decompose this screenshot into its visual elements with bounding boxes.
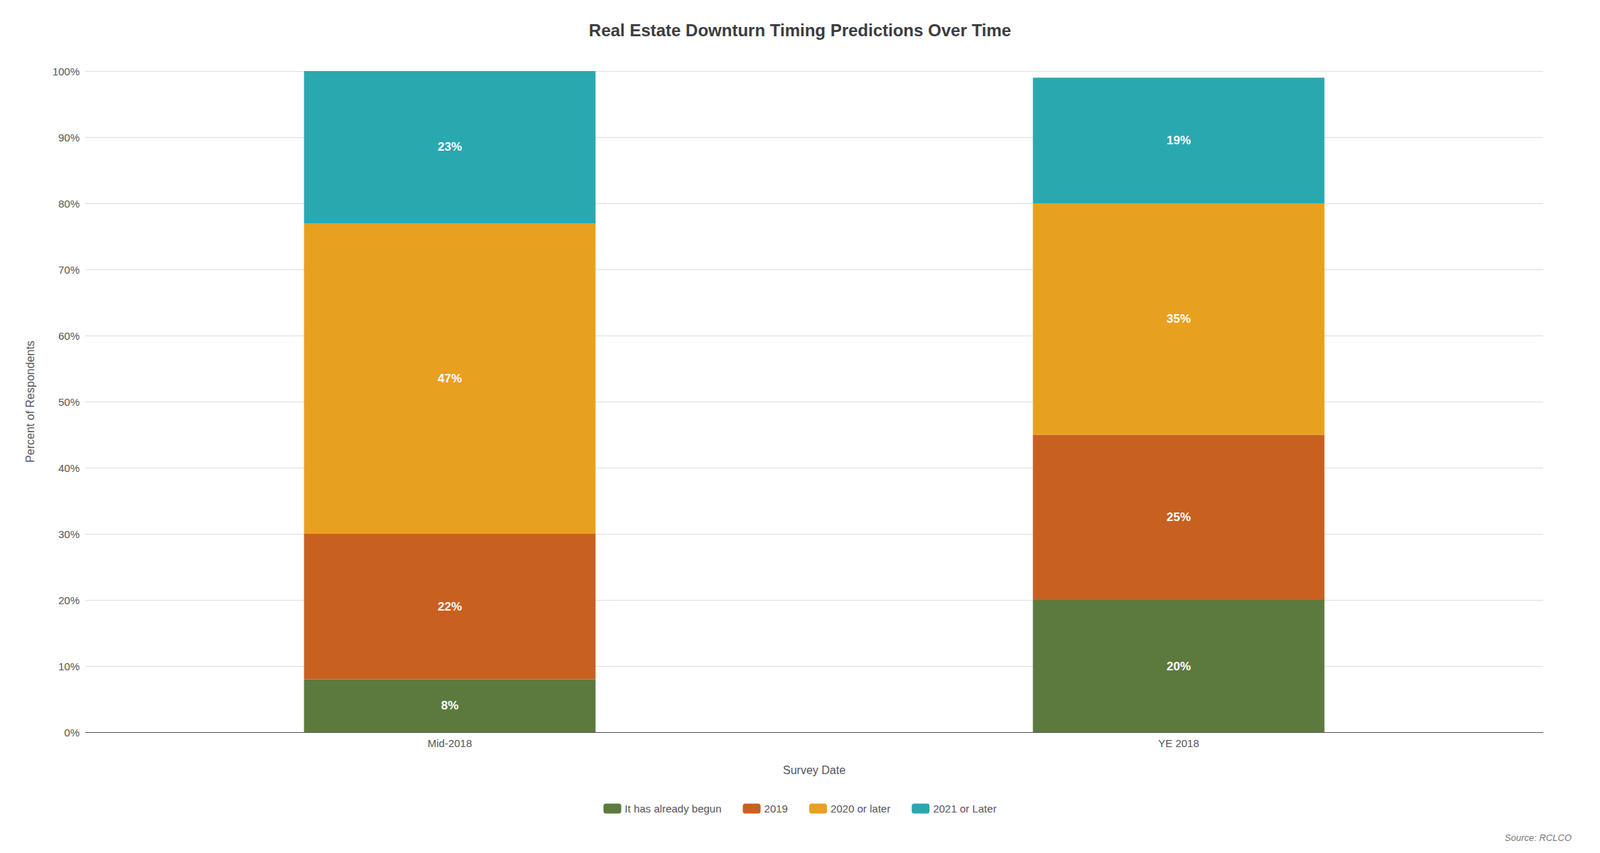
svg-text:Source: RCLCO: Source: RCLCO — [1504, 832, 1572, 844]
svg-text:20%: 20% — [58, 594, 80, 607]
svg-text:70%: 70% — [58, 263, 80, 276]
svg-text:0%: 0% — [64, 726, 80, 739]
svg-text:40%: 40% — [58, 462, 80, 475]
svg-text:25%: 25% — [1166, 510, 1191, 525]
svg-text:20%: 20% — [1166, 659, 1191, 674]
svg-text:47%: 47% — [437, 371, 462, 386]
svg-text:Percent of Respondents: Percent of Respondents — [24, 340, 37, 463]
svg-text:2019: 2019 — [764, 802, 788, 815]
svg-text:8%: 8% — [440, 699, 459, 713]
svg-text:YE 2018: YE 2018 — [1158, 737, 1200, 750]
svg-text:90%: 90% — [58, 131, 80, 144]
svg-text:2021 or Later: 2021 or Later — [932, 802, 997, 815]
svg-text:22%: 22% — [437, 600, 462, 614]
svg-text:30%: 30% — [58, 528, 80, 541]
svg-text:10%: 10% — [58, 660, 80, 673]
svg-text:23%: 23% — [437, 140, 462, 154]
svg-text:Mid-2018: Mid-2018 — [427, 737, 473, 750]
svg-text:Survey Date: Survey Date — [782, 764, 846, 777]
svg-text:60%: 60% — [58, 329, 80, 343]
svg-text:2020 or later: 2020 or later — [830, 802, 891, 815]
svg-text:50%: 50% — [58, 396, 80, 409]
svg-text:It has already begun: It has already begun — [625, 802, 722, 815]
svg-text:19%: 19% — [1166, 133, 1191, 148]
svg-text:Real Estate Downturn Timing Pr: Real Estate Downturn Timing Predictions … — [588, 20, 1012, 40]
svg-text:35%: 35% — [1166, 312, 1191, 326]
svg-text:100%: 100% — [52, 65, 80, 78]
svg-text:80%: 80% — [58, 197, 80, 210]
